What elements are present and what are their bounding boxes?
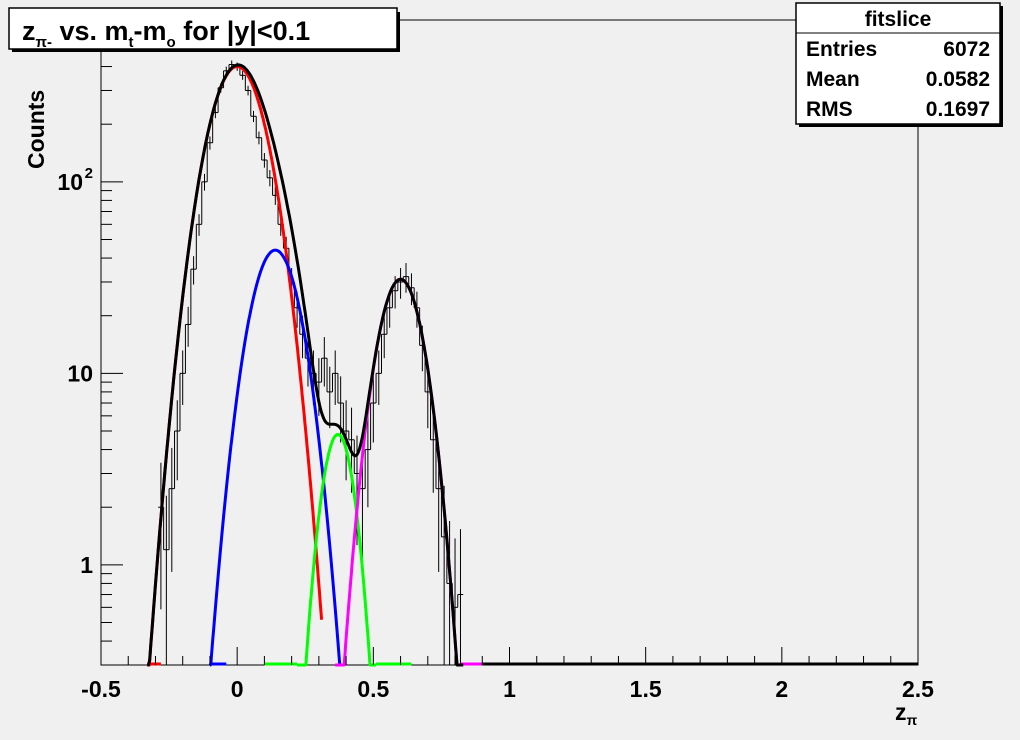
fit-curves xyxy=(146,63,465,667)
stats-label-entries: Entries xyxy=(806,38,877,61)
x-axis: -0.5 0 0.5 1 1.5 2 2.5 xyxy=(81,647,934,702)
x-tick-label: 0 xyxy=(231,676,244,702)
stats-label-rms: RMS xyxy=(806,98,853,121)
fit-curve-1 xyxy=(208,248,342,667)
y-tick-label: 10 xyxy=(57,169,83,195)
stats-value-mean: 0.0582 xyxy=(926,68,990,91)
stats-title: fitslice xyxy=(865,8,932,31)
x-tick-label: -0.5 xyxy=(81,676,121,702)
y-tick-label-exponent: 2 xyxy=(85,165,93,182)
fit-curve-4 xyxy=(147,63,464,667)
x-tick-label: 1.5 xyxy=(630,676,662,702)
chart-title: zπ- vs. mt-mo for |y|<0.1 xyxy=(22,16,310,51)
x-axis-label: zπ xyxy=(895,699,918,728)
x-tick-label: 1 xyxy=(503,676,516,702)
x-tick-label: 2 xyxy=(775,676,788,702)
title-box: zπ- vs. mt-mo for |y|<0.1 xyxy=(8,7,400,52)
x-tick-label: 2.5 xyxy=(902,676,934,702)
y-axis-label: Counts xyxy=(23,90,49,169)
y-tick-label: 10 xyxy=(67,360,93,386)
stats-label-mean: Mean xyxy=(806,68,860,91)
stats-value-entries: 6072 xyxy=(943,38,990,61)
fit-curve-2 xyxy=(295,432,378,667)
plot-area xyxy=(100,19,919,666)
stats-value-rms: 0.1697 xyxy=(926,98,990,121)
y-tick-label: 1 xyxy=(80,552,93,578)
stats-box: fitslice Entries 6072 Mean 0.0582 RMS 0.… xyxy=(795,2,1003,127)
x-tick-label: 0.5 xyxy=(357,676,389,702)
